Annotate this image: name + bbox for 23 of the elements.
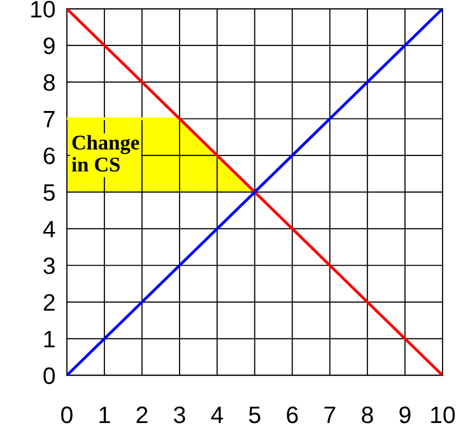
y-tick-label: 9: [44, 38, 55, 54]
y-tick-label: 2: [44, 294, 55, 311]
y-tick-label: 0: [44, 367, 55, 384]
annotation: Change in CS: [72, 134, 140, 172]
x-tick-label: 8: [362, 406, 373, 424]
y-tick-label: 7: [44, 111, 55, 128]
y-tick-label: 6: [44, 147, 55, 164]
x-tick-label: 5: [249, 406, 260, 424]
y-tick-label: 8: [44, 74, 55, 91]
x-tick-label: 0: [61, 406, 72, 424]
x-tick-label: 3: [174, 406, 186, 424]
y-tick-label: 5: [44, 184, 55, 201]
x-tick-label: 10: [431, 406, 455, 424]
x-tick-label: 2: [136, 406, 148, 424]
x-tick-label: 7: [324, 406, 336, 424]
y-tick-label: 3: [44, 257, 55, 274]
y-tick-label: 1: [44, 331, 55, 348]
x-tick-label: 4: [211, 406, 224, 424]
y-tick-label: 4: [43, 221, 56, 238]
x-tick-label: 9: [400, 406, 410, 424]
y-tick-label: 10: [31, 0, 55, 18]
x-tick-label: 1: [100, 406, 110, 424]
x-tick-label: 6: [286, 406, 298, 424]
